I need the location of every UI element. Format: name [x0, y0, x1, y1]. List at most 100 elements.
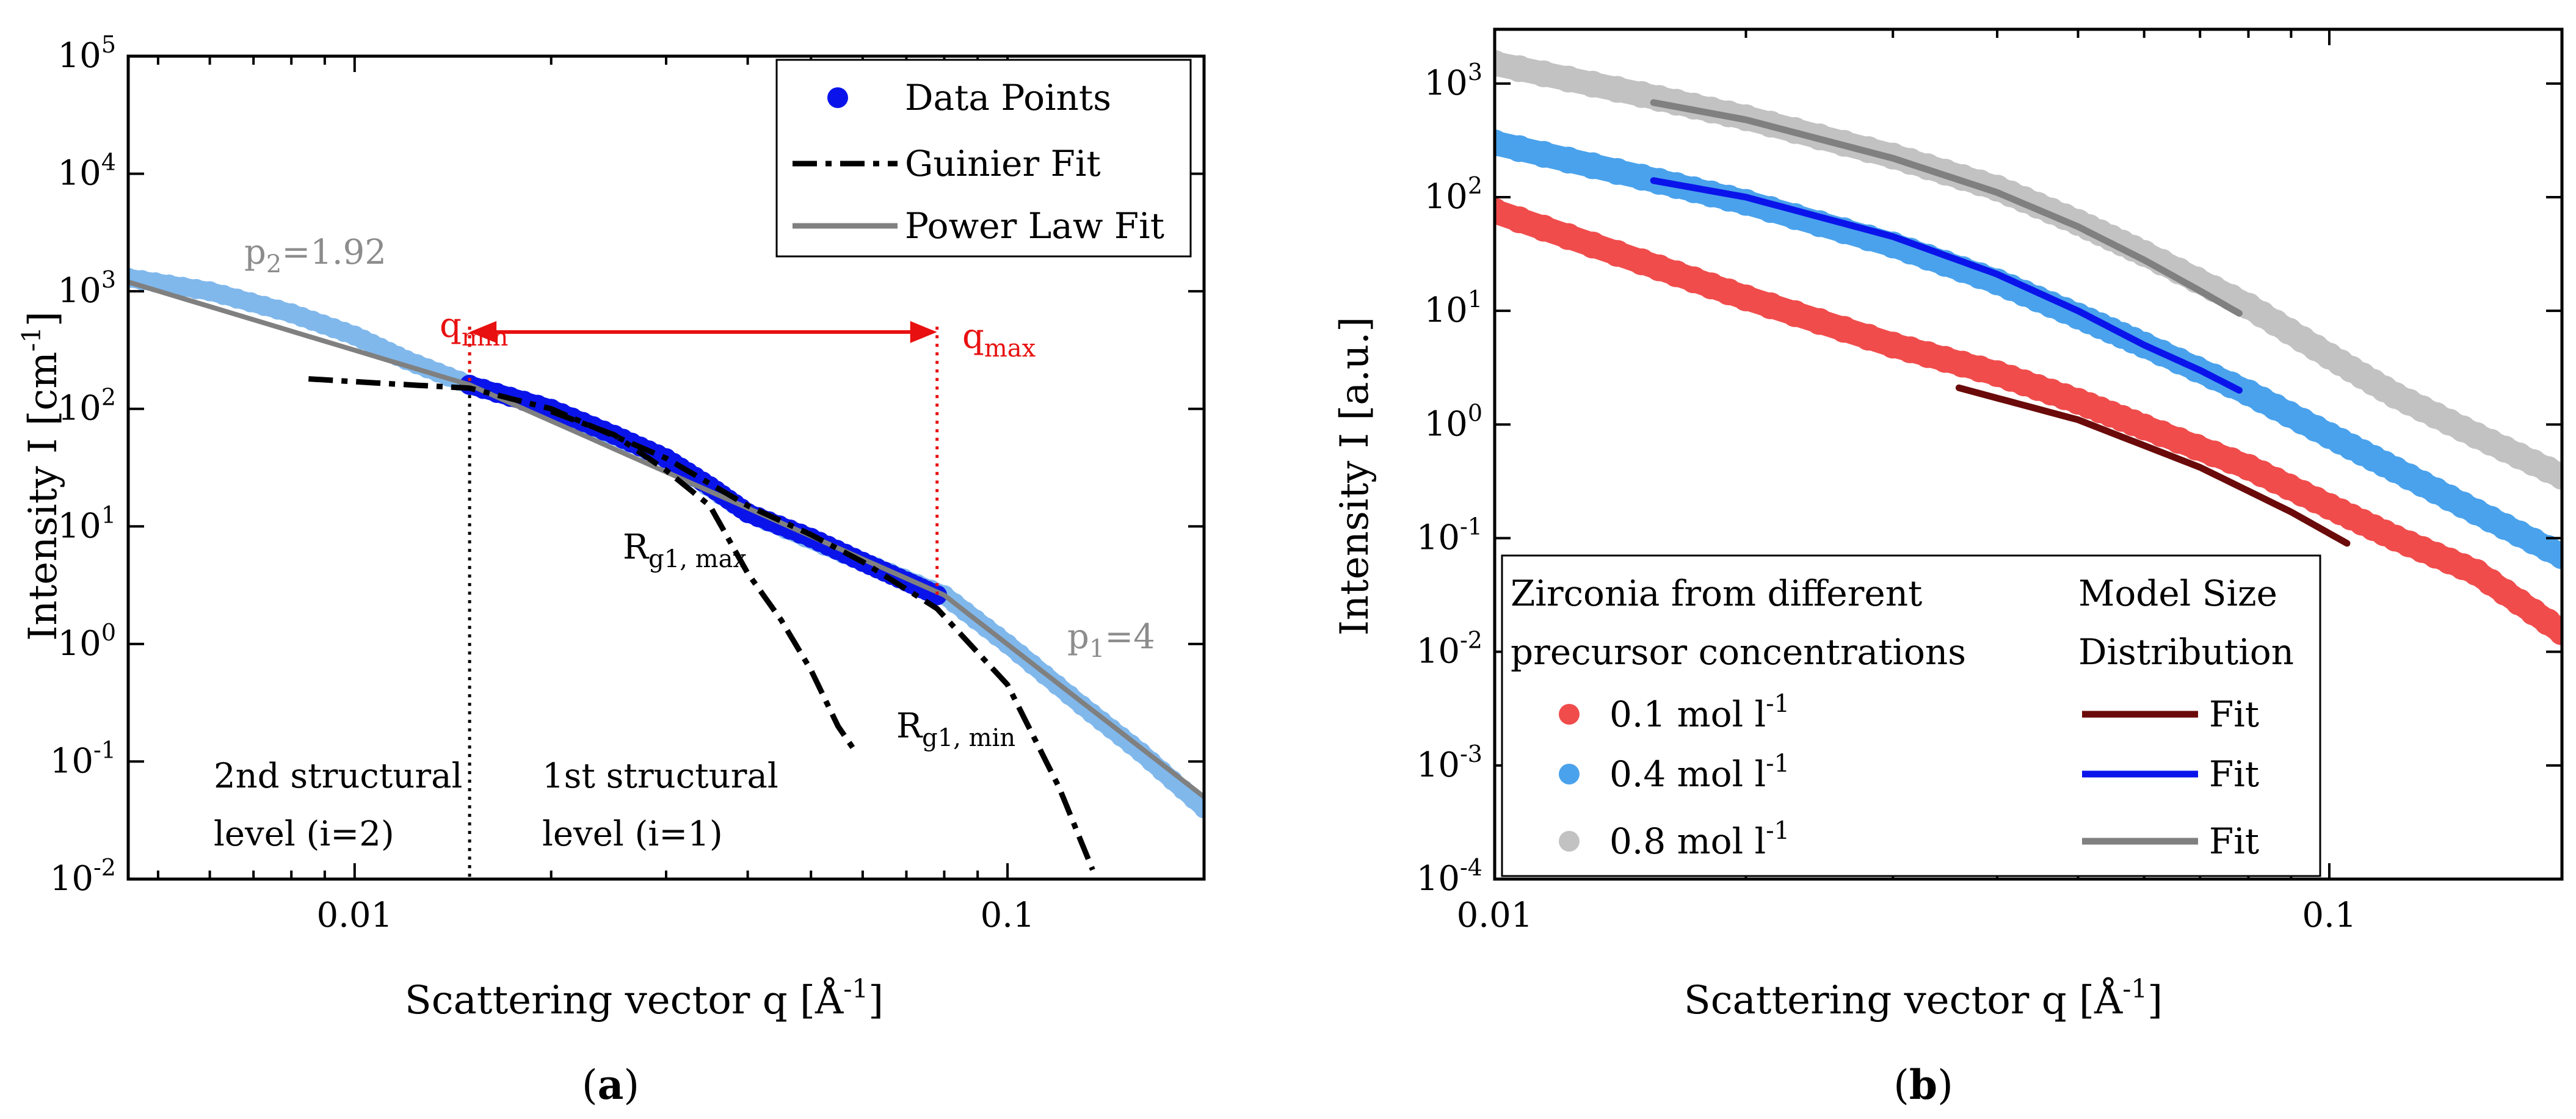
y-tick-label: 10-4 [1417, 854, 1482, 899]
legend-label-0-4-mol: 0.4 mol l-1 [1609, 750, 1790, 795]
annotation-level1-line2: level (i=1) [542, 814, 723, 854]
x-tick-label: 0.1 [2302, 896, 2356, 935]
legend-label-0-8-mol: 0.8 mol l-1 [1609, 817, 1790, 862]
x-tick-label: 0.01 [316, 896, 393, 935]
panel-a-legend: Data Points Guinier Fit Power Law Fit [775, 59, 1192, 258]
x-tick-label: 0.1 [981, 896, 1035, 935]
annotation-qmax: qmax [962, 317, 1036, 363]
legend-title-left-2: precursor concentrations [1511, 631, 1966, 673]
data-point [1530, 214, 1558, 242]
y-tick-label: 104 [58, 149, 116, 194]
panel-b-ticks: 0.01 0.1 10-4 10-3 10-2 10-1 100 101 102 103 [1417, 29, 2562, 935]
panel-a-series [128, 267, 1204, 871]
y-tick-label: 103 [58, 266, 116, 311]
y-tick-label: 10-3 [1417, 741, 1482, 785]
legend-label-fit-0-1: Fit [2209, 693, 2259, 735]
data-point [1781, 300, 1809, 327]
data-point [1555, 147, 1582, 174]
data-point [2549, 463, 2562, 490]
data-point [1603, 240, 1631, 267]
data-point [2549, 618, 2562, 645]
legend-label-data-points: Data Points [905, 77, 1111, 118]
legend-label-fit-0-4: Fit [2209, 753, 2259, 795]
arrow-head-right [910, 320, 937, 343]
data-point [1530, 140, 1558, 168]
panel-a-y-axis-label: Intensity I [cm-1] [16, 311, 66, 641]
series-power-law-fit [128, 279, 1204, 800]
legend-marker-0-4-mol [1559, 764, 1580, 784]
data-point [2549, 542, 2562, 570]
data-point [1495, 50, 1508, 78]
y-tick-label: 103 [1424, 59, 1482, 103]
y-tick-label: 105 [58, 31, 116, 76]
legend-title-left-1: Zirconia from different [1511, 573, 1922, 614]
series-fit-0-4 [1650, 177, 2243, 394]
panel-b-series [1495, 50, 2562, 645]
data-point [1805, 308, 1833, 335]
data-point [1757, 292, 1784, 319]
x-tick-label: 0.01 [1457, 896, 1533, 935]
annotation-rg-max: Rg1, max [623, 527, 747, 573]
data-point [1530, 60, 1558, 87]
series-guinier-fit-rg1-max- [550, 408, 855, 750]
data-point [1495, 129, 1508, 157]
series-fit-0-1 [1955, 384, 2351, 547]
data-point [1603, 158, 1631, 185]
panel-b-x-axis-label: Scattering vector q [Å-1] [1684, 974, 2163, 1023]
panel-a: 0.01 0.1 10-2 10-1 100 101 102 103 104 105 Scatte… [16, 31, 1206, 1109]
data-point [1506, 55, 1533, 82]
legend-label-fit-0-8: Fit [2209, 820, 2259, 862]
data-point [1579, 152, 1606, 179]
series-all-data [128, 269, 1204, 818]
legend-label-guinier-fit: Guinier Fit [905, 143, 1101, 184]
data-point [1506, 206, 1533, 234]
annotation-p2: p2=1.92 [244, 233, 386, 278]
legend-title-right-2: Distribution [2078, 631, 2294, 673]
panel-a-ticks: 0.01 0.1 10-2 10-1 100 101 102 103 104 105 [50, 31, 1205, 935]
annotation-level2-line1: 2nd structural [214, 756, 462, 796]
y-tick-label: 102 [58, 384, 116, 429]
data-point [1855, 324, 1882, 351]
annotation-rg-min: Rg1, min [896, 706, 1015, 752]
legend-label-0-1-mol: 0.1 mol l-1 [1609, 690, 1790, 735]
y-tick-label: 101 [58, 501, 116, 546]
legend-marker-0-1-mol [1559, 704, 1580, 725]
y-tick-label: 100 [1424, 399, 1482, 444]
y-tick-label: 10-2 [1417, 627, 1482, 672]
annotation-level1-line1: 1st structural [542, 756, 778, 796]
legend-label-power-law-fit: Power Law Fit [905, 205, 1164, 247]
panel-b: 0.01 0.1 10-4 10-3 10-2 10-1 100 101 102 103 Scat… [1332, 27, 2564, 1109]
panel-b-caption: (b) [1893, 1061, 1953, 1109]
data-point [1194, 798, 1204, 819]
y-tick-label: 10-1 [50, 736, 116, 781]
panel-b-plot-frame [1493, 27, 2564, 881]
annotation-p1: p1=4 [1067, 617, 1155, 663]
data-point [1495, 198, 1508, 225]
series-guinier-fit-upper- [308, 376, 1095, 871]
arrow-head-left [470, 320, 497, 343]
legend-title-right-1: Model Size [2078, 573, 2277, 614]
y-tick-label: 100 [58, 619, 116, 664]
legend-marker-data-points [827, 87, 848, 108]
y-tick-label: 101 [1424, 286, 1482, 330]
annotation-level2-line2: level (i=2) [214, 814, 394, 854]
panel-b-legend: Zirconia from different precursor concen… [1501, 554, 2321, 877]
panel-b-y-axis-label: Intensity I [a.u.] [1332, 317, 1377, 636]
panel-a-annotations [468, 320, 939, 879]
data-point [1830, 316, 1857, 343]
data-point [1603, 76, 1631, 103]
data-point [1579, 70, 1606, 98]
series-fit-0-8 [1650, 99, 2243, 317]
data-point [1506, 135, 1533, 162]
data-point [1555, 223, 1582, 250]
panel-a-caption: (a) [582, 1061, 639, 1109]
annotation-qmin: qmin [440, 306, 508, 352]
data-point [1732, 284, 1760, 311]
panel-a-x-axis-label: Scattering vector q [Å-1] [405, 974, 883, 1023]
y-tick-label: 10-2 [50, 854, 116, 899]
data-point [1555, 65, 1582, 93]
data-point [1579, 231, 1606, 259]
y-tick-label: 102 [1424, 172, 1482, 217]
legend-marker-0-8-mol [1559, 831, 1580, 852]
